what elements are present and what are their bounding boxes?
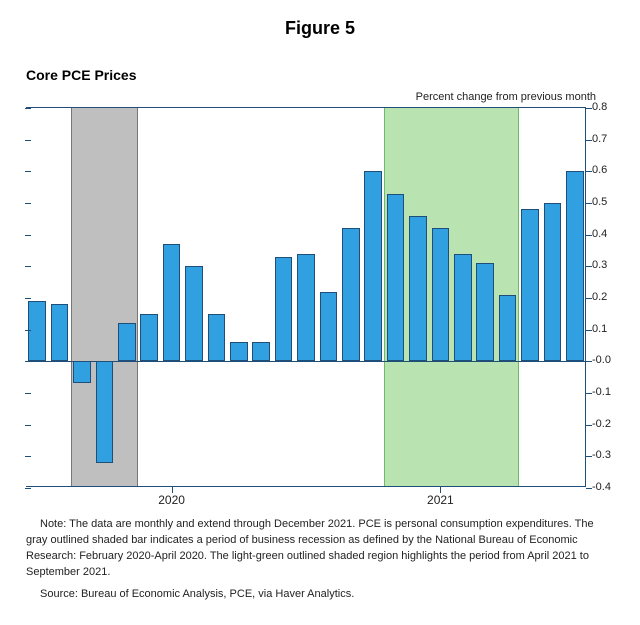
bar bbox=[118, 323, 135, 361]
y-tick-label: 0.7 bbox=[592, 133, 607, 145]
bar bbox=[566, 171, 583, 361]
bar bbox=[230, 342, 247, 361]
source-text: Source: Bureau of Economic Analysis, PCE… bbox=[26, 587, 614, 603]
y-tick-label: 0.1 bbox=[592, 323, 607, 335]
x-tick-label: 2021 bbox=[427, 493, 454, 507]
footnotes: Note: The data are monthly and extend th… bbox=[26, 517, 614, 603]
bar bbox=[297, 254, 314, 362]
y-tick-label: -0.0 bbox=[592, 354, 611, 366]
zero-baseline bbox=[26, 361, 586, 362]
y-tick-label: 0.2 bbox=[592, 291, 607, 303]
y-tick-label: -0.1 bbox=[592, 386, 611, 398]
y-tick-left bbox=[25, 140, 31, 141]
bar bbox=[185, 266, 202, 361]
y-tick-left bbox=[25, 266, 31, 267]
y-tick-left bbox=[25, 488, 31, 489]
bar bbox=[387, 194, 404, 362]
y-tick-left bbox=[25, 298, 31, 299]
bar bbox=[275, 257, 292, 362]
chart: -0.4-0.3-0.2-0.1-0.00.10.20.30.40.50.60.… bbox=[26, 107, 612, 487]
y-tick-label: 0.8 bbox=[592, 101, 607, 113]
y-tick-left bbox=[25, 393, 31, 394]
bar bbox=[252, 342, 269, 361]
bar bbox=[499, 295, 516, 362]
chart-title: Core PCE Prices bbox=[26, 67, 614, 83]
bar bbox=[521, 209, 538, 361]
bar bbox=[163, 244, 180, 361]
bar bbox=[476, 263, 493, 361]
y-axis-subtitle: Percent change from previous month bbox=[416, 91, 596, 103]
y-tick-label: -0.4 bbox=[592, 481, 611, 493]
bar bbox=[28, 301, 45, 361]
bar bbox=[73, 361, 90, 383]
y-tick-left bbox=[25, 456, 31, 457]
y-tick-label: 0.5 bbox=[592, 196, 607, 208]
y-tick-left bbox=[25, 171, 31, 172]
bar bbox=[409, 216, 426, 362]
plot-area bbox=[26, 107, 586, 487]
y-tick-label: -0.3 bbox=[592, 449, 611, 461]
y-tick-label: -0.2 bbox=[592, 418, 611, 430]
subtitle-row: Percent change from previous month bbox=[26, 91, 614, 105]
y-tick-label: 0.3 bbox=[592, 259, 607, 271]
bar bbox=[96, 361, 113, 462]
bar bbox=[454, 254, 471, 362]
bar bbox=[208, 314, 225, 362]
note-text: Note: The data are monthly and extend th… bbox=[26, 517, 614, 581]
bar bbox=[544, 203, 561, 361]
y-tick-left bbox=[25, 203, 31, 204]
y-tick-label: 0.4 bbox=[592, 228, 607, 240]
y-tick-left bbox=[25, 108, 31, 109]
bar bbox=[342, 228, 359, 361]
y-tick-left bbox=[25, 235, 31, 236]
figure-title: Figure 5 bbox=[26, 18, 614, 39]
figure: Figure 5 Core PCE Prices Percent change … bbox=[0, 0, 640, 625]
y-tick-left bbox=[25, 361, 31, 362]
y-tick-label: 0.6 bbox=[592, 164, 607, 176]
x-tick-label: 2020 bbox=[158, 493, 185, 507]
bar bbox=[320, 292, 337, 362]
bar bbox=[364, 171, 381, 361]
y-tick-left bbox=[25, 425, 31, 426]
y-tick-left bbox=[25, 330, 31, 331]
bar bbox=[432, 228, 449, 361]
bar bbox=[51, 304, 68, 361]
bar bbox=[140, 314, 157, 362]
